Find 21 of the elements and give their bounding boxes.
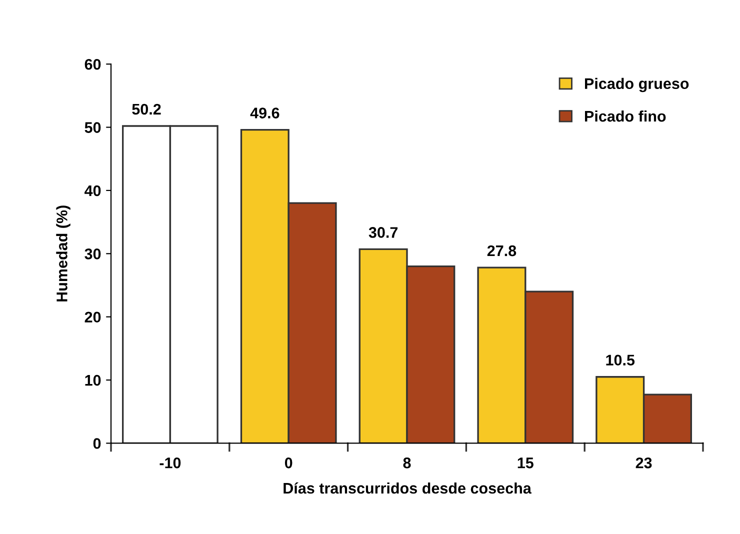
x-tick-label: 8 <box>403 458 411 468</box>
y-tick-label: 0 <box>93 438 101 449</box>
data-label: 49.6 <box>250 108 280 118</box>
legend-label: Picado fino <box>585 110 666 122</box>
y-tick-label: 60 <box>84 58 101 70</box>
x-tick-label: -10 <box>160 458 181 468</box>
y-tick-label: 10 <box>85 374 101 386</box>
data-label: 30.7 <box>368 227 398 238</box>
y-tick-label: 40 <box>84 185 101 196</box>
data-label: 50.2 <box>132 104 161 115</box>
y-tick-label: 30 <box>84 248 101 260</box>
data-label: 27.8 <box>487 245 516 256</box>
y-tick-label: 50 <box>84 122 101 133</box>
x-tick-label: 23 <box>636 458 652 468</box>
x-tick-label: 0 <box>284 458 292 468</box>
data-label: 10.5 <box>606 354 635 366</box>
x-tick-label: 15 <box>518 458 534 468</box>
y-tick-label: 20 <box>84 312 101 323</box>
x-axis-title: Días transcurridos desde cosecha <box>284 482 532 494</box>
y-axis-title: Humedad (%) <box>56 206 70 302</box>
legend-label: Picado grueso <box>585 78 689 92</box>
